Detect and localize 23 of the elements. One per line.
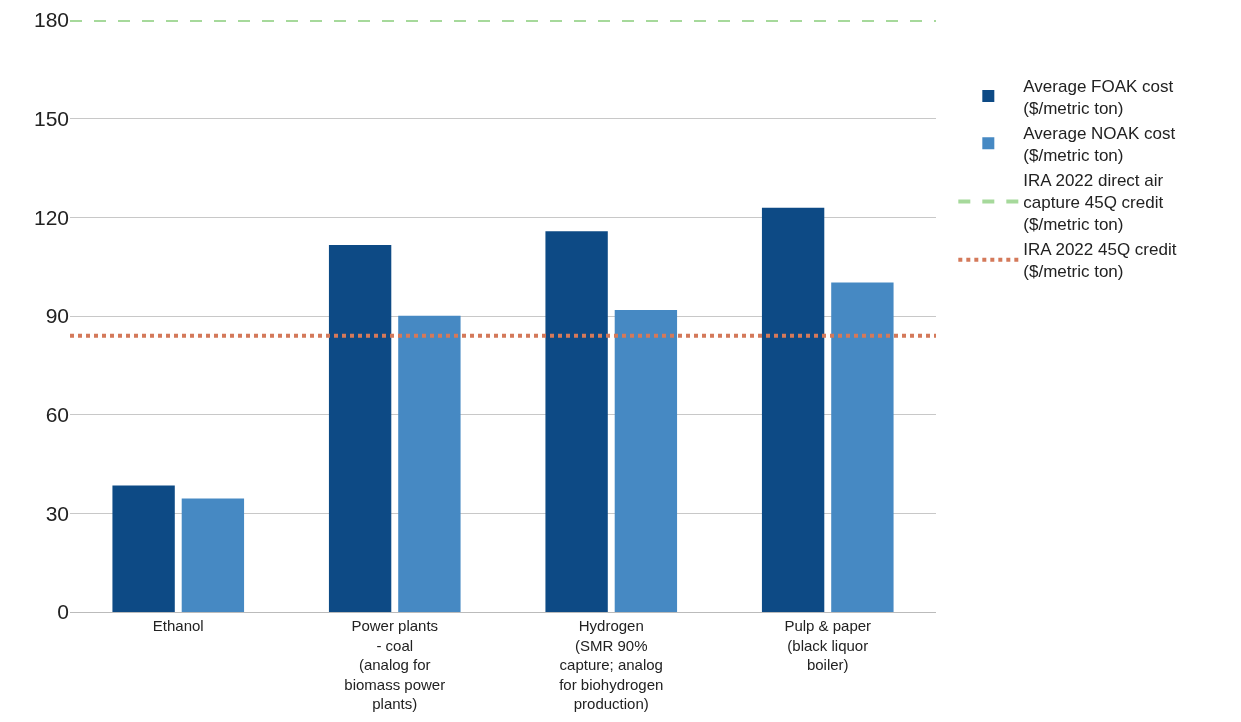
bar — [398, 315, 461, 612]
legend-label: Average NOAK cost ($/metric ton) — [1023, 123, 1176, 165]
y-tick-label: 180 — [33, 8, 69, 32]
x-tick-label: Ethanol — [152, 617, 204, 634]
y-tick-label: 60 — [45, 403, 69, 427]
bar — [761, 207, 825, 612]
bar — [614, 310, 678, 612]
bar — [112, 485, 175, 612]
bar — [831, 282, 894, 612]
y-tick-label: 30 — [45, 501, 69, 525]
y-tick-label: 120 — [33, 205, 69, 229]
bar — [545, 231, 608, 612]
y-tick-label: 0 — [57, 600, 69, 624]
x-tick-label: Power plants - coal (analog for biomass power plants) — [344, 617, 446, 712]
x-tick-label: Pulp & paper (black liquor boiler) — [784, 617, 872, 673]
legend-label: Average FOAK cost ($/metric ton) — [1023, 76, 1174, 118]
y-tick-label: 90 — [45, 304, 69, 328]
bar — [328, 244, 392, 612]
legend-label: IRA 2022 45Q credit ($/metric ton) — [1023, 240, 1177, 282]
y-tick-label: 150 — [33, 107, 69, 131]
legend-label: IRA 2022 direct air capture 45Q credit ($/metric ton) — [1023, 170, 1164, 235]
bar — [181, 498, 245, 612]
x-tick-label: Hydrogen (SMR 90% capture; analog for biohydrogen production) — [559, 617, 664, 712]
